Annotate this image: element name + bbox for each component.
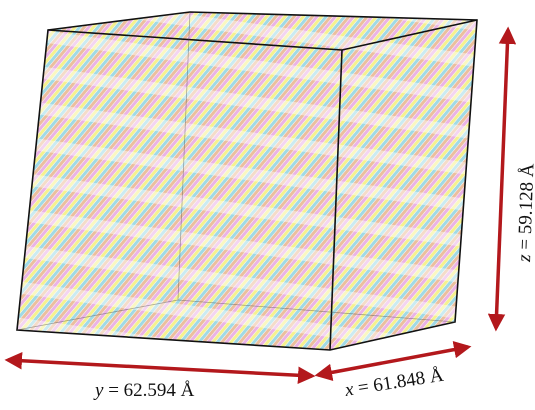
z-variable: z [514, 253, 535, 263]
y-variable: y [93, 380, 104, 401]
figure: y = 62.594 Å x = 61.848 Å z = 59.128 Å [0, 0, 535, 410]
y-value: = 62.594 Å [108, 380, 194, 401]
z-value: = 59.128 Å [514, 163, 535, 250]
z-label: z = 59.128 Å [514, 163, 535, 263]
x-label: x = 61.848 Å [343, 365, 446, 401]
x-arrow [318, 347, 468, 375]
x-variable: x [343, 379, 356, 401]
z-arrow [496, 30, 508, 328]
atom-layers [17, 12, 477, 350]
x-value: = 61.848 Å [357, 365, 446, 399]
y-label: y = 62.594 Å [93, 380, 195, 401]
simulation-box [17, 12, 477, 350]
y-arrow [8, 360, 312, 376]
